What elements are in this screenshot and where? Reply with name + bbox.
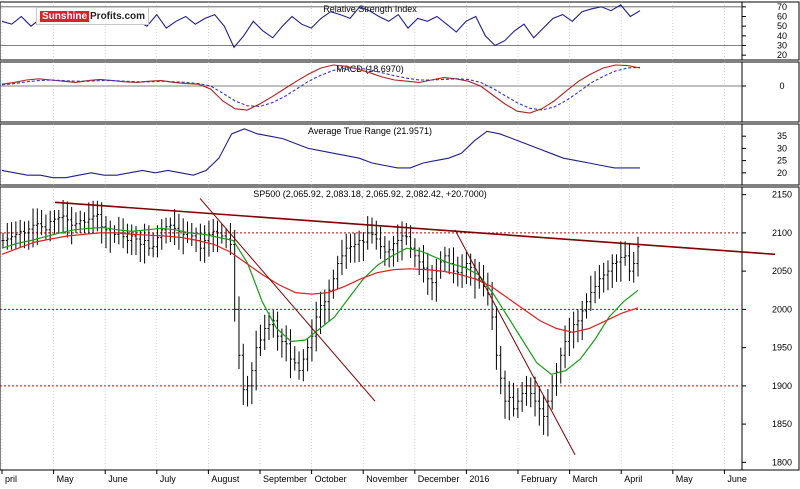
panel-frame [0,1,800,61]
y-tick-label: 70 [777,2,787,12]
panel-title: Average True Range (21.9571) [308,126,432,136]
macd-series-1 [1,66,641,111]
logo-part2: Profits.com [90,10,146,22]
ma_long-line [1,232,639,333]
panel-frame [0,61,800,123]
panel-atr: Average True Range (21.9571) 35 30 25 20 [0,123,800,186]
downtrend-line-autumn [199,198,376,402]
y-tick-label: 2050 [772,266,792,276]
month-label: June [108,474,128,484]
resistance-trend-line [54,201,776,256]
month-axis: pril May June July August September October Nov… [0,469,747,484]
month-label: August [211,474,240,484]
y-tick-label: 1900 [772,381,792,391]
month-label: May [676,474,694,484]
chart-panels: Relative Strength Index 706050403020MACD … [0,1,800,471]
sunshine-profits-logo: Sunshine Profits.com [36,7,150,25]
ma_short-line [1,226,639,376]
y-tick-label: 2100 [772,228,792,238]
month-label: April [624,474,642,484]
panel-title: SP500 (2,065.92, 2,083.18, 2,065.92, 2,0… [253,189,486,199]
month-label: September [263,474,307,484]
atr-series-0 [1,128,640,179]
month-label: December [418,474,460,484]
panel-title: MACD (18.6970) [336,64,404,74]
month-label: 2016 [469,474,489,484]
panel-price: SP500 (2,065.92, 2,083.18, 2,065.92, 2,0… [0,186,800,471]
y-tick-label: 50 [777,21,787,31]
panel-frame [0,123,800,186]
logo-part1: Sunshine [40,10,90,22]
panel-macd: MACD (18.6970) 0 [0,61,800,123]
y-tick-label: 1800 [772,457,792,467]
downtrend-line-winter [454,229,576,455]
y-tick-label: 2000 [772,304,792,314]
y-tick-label: 35 [777,131,787,141]
month-label: November [366,474,408,484]
panel-title: Relative Strength Index [323,4,417,14]
y-tick-label: 20 [777,50,787,60]
month-label: pril [5,474,17,484]
month-label: July [160,474,177,484]
y-tick-label: 1950 [772,343,792,353]
y-tick-label: 20 [777,168,787,178]
y-tick-label: 30 [777,143,787,153]
y-tick-label: 40 [777,31,787,41]
month-label: February [521,474,558,484]
month-label: June [727,474,747,484]
month-label: March [573,474,598,484]
y-tick-label: 2150 [772,190,792,200]
y-tick-label: 30 [777,41,787,51]
y-tick-label: 60 [777,12,787,22]
y-tick-label: 1850 [772,419,792,429]
y-tick-label: 0 [779,81,784,91]
y-tick-label: 25 [777,156,787,166]
month-label: October [315,474,347,484]
month-label: May [57,474,75,484]
